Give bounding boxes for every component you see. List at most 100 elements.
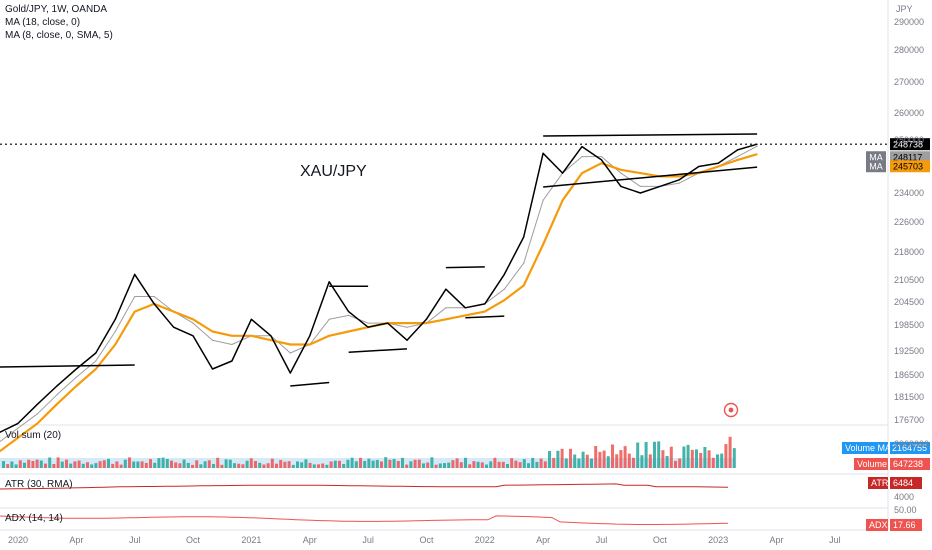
data-point	[231, 360, 233, 362]
volume-bar	[186, 462, 190, 468]
y-tick-label: 290000	[894, 17, 924, 27]
volume-bar	[333, 460, 337, 468]
volume-bar	[90, 464, 94, 468]
y-tick-label: 210500	[894, 275, 924, 285]
volume-bar	[132, 461, 136, 468]
volume-bar	[434, 464, 438, 468]
volume-bar	[157, 458, 161, 468]
data-point	[717, 165, 719, 168]
data-point	[387, 322, 389, 324]
data-point	[639, 192, 642, 194]
volume-bar	[703, 447, 707, 468]
volume-name: Volume	[857, 459, 887, 469]
volume-bar	[695, 449, 698, 468]
volume-bar	[606, 456, 610, 468]
volume-bar	[422, 463, 425, 468]
volume-bar	[716, 454, 719, 468]
volume-bar	[367, 458, 371, 468]
volume-bar	[686, 444, 690, 468]
volume-bar	[228, 459, 232, 468]
data-point	[503, 299, 505, 301]
volume-bar	[380, 461, 383, 468]
data-point	[134, 295, 136, 298]
data-point	[75, 368, 77, 370]
volume-bar	[590, 458, 593, 468]
volume-bar	[623, 446, 627, 468]
volume-bar	[611, 444, 614, 468]
atr-value-box	[890, 477, 922, 489]
data-point	[192, 318, 194, 320]
volume-bar	[245, 460, 249, 468]
volume-bar	[346, 459, 350, 468]
volume-bar	[6, 464, 10, 468]
data-point	[36, 403, 39, 405]
volume-bar	[321, 463, 325, 468]
volume-bar	[476, 461, 480, 468]
data-point	[231, 343, 233, 346]
volume-bar	[417, 459, 421, 468]
data-point	[270, 339, 272, 341]
volume-bar	[279, 460, 283, 468]
volume-bar	[527, 463, 530, 468]
volume-bar	[552, 457, 556, 468]
data-point	[464, 314, 466, 316]
y-tick-label: 218000	[894, 247, 924, 257]
atr-y-tick: 4000	[894, 492, 914, 502]
trendline	[543, 133, 758, 137]
data-point	[562, 199, 564, 201]
volume-bar	[119, 464, 123, 468]
ma-orange-label: 245703	[893, 162, 923, 172]
volume-bar	[615, 454, 619, 468]
volume-bar	[560, 448, 564, 468]
data-point	[134, 273, 136, 275]
data-point	[250, 335, 252, 337]
trendline	[543, 166, 758, 188]
adx-legend: ADX (14, 14)	[5, 513, 63, 524]
volume-bar	[443, 463, 446, 468]
chart-annotation: XAU/JPY	[300, 163, 367, 180]
target-icon	[723, 402, 739, 418]
adx-value: 17.66	[893, 520, 916, 530]
volume-bar	[636, 442, 640, 468]
ma8-legend: MA (8, close, 0, SMA, 5)	[5, 30, 113, 41]
volume-bar	[564, 458, 568, 468]
y-tick-label: 270000	[894, 77, 924, 87]
volume-bar	[241, 464, 245, 468]
data-point	[95, 368, 97, 370]
volume-bar	[77, 460, 81, 468]
last-price-label-box	[890, 138, 930, 151]
volume-bar	[548, 451, 551, 468]
volume-bar	[149, 459, 152, 468]
data-point	[523, 236, 525, 238]
volume-bar	[10, 461, 14, 468]
data-point	[620, 169, 622, 171]
volume-bar	[98, 461, 102, 468]
data-point	[348, 330, 350, 333]
volume-bar	[573, 454, 577, 468]
volume-bar	[136, 461, 140, 468]
volume-bar	[371, 460, 375, 468]
volume-bar	[342, 464, 346, 468]
data-point	[192, 335, 194, 337]
data-point	[581, 172, 583, 174]
volume-bar	[94, 463, 98, 468]
data-point	[348, 311, 350, 313]
data-point	[581, 156, 583, 158]
target-icon-dot	[728, 407, 734, 413]
volume-bar	[354, 461, 358, 468]
volume-bar	[161, 457, 165, 468]
volume-bar	[396, 461, 400, 468]
volume-bar	[493, 457, 497, 468]
volume-bar	[665, 456, 669, 468]
volume-bar	[674, 460, 677, 468]
data-point	[289, 372, 291, 374]
volume-bar	[535, 461, 539, 468]
volume-name-box	[854, 458, 888, 470]
volume-bar	[363, 461, 367, 468]
data-point	[95, 360, 97, 362]
volume-bar	[632, 457, 635, 468]
data-point	[328, 335, 330, 337]
volume-bar	[409, 461, 413, 468]
volume-bar	[212, 464, 215, 468]
